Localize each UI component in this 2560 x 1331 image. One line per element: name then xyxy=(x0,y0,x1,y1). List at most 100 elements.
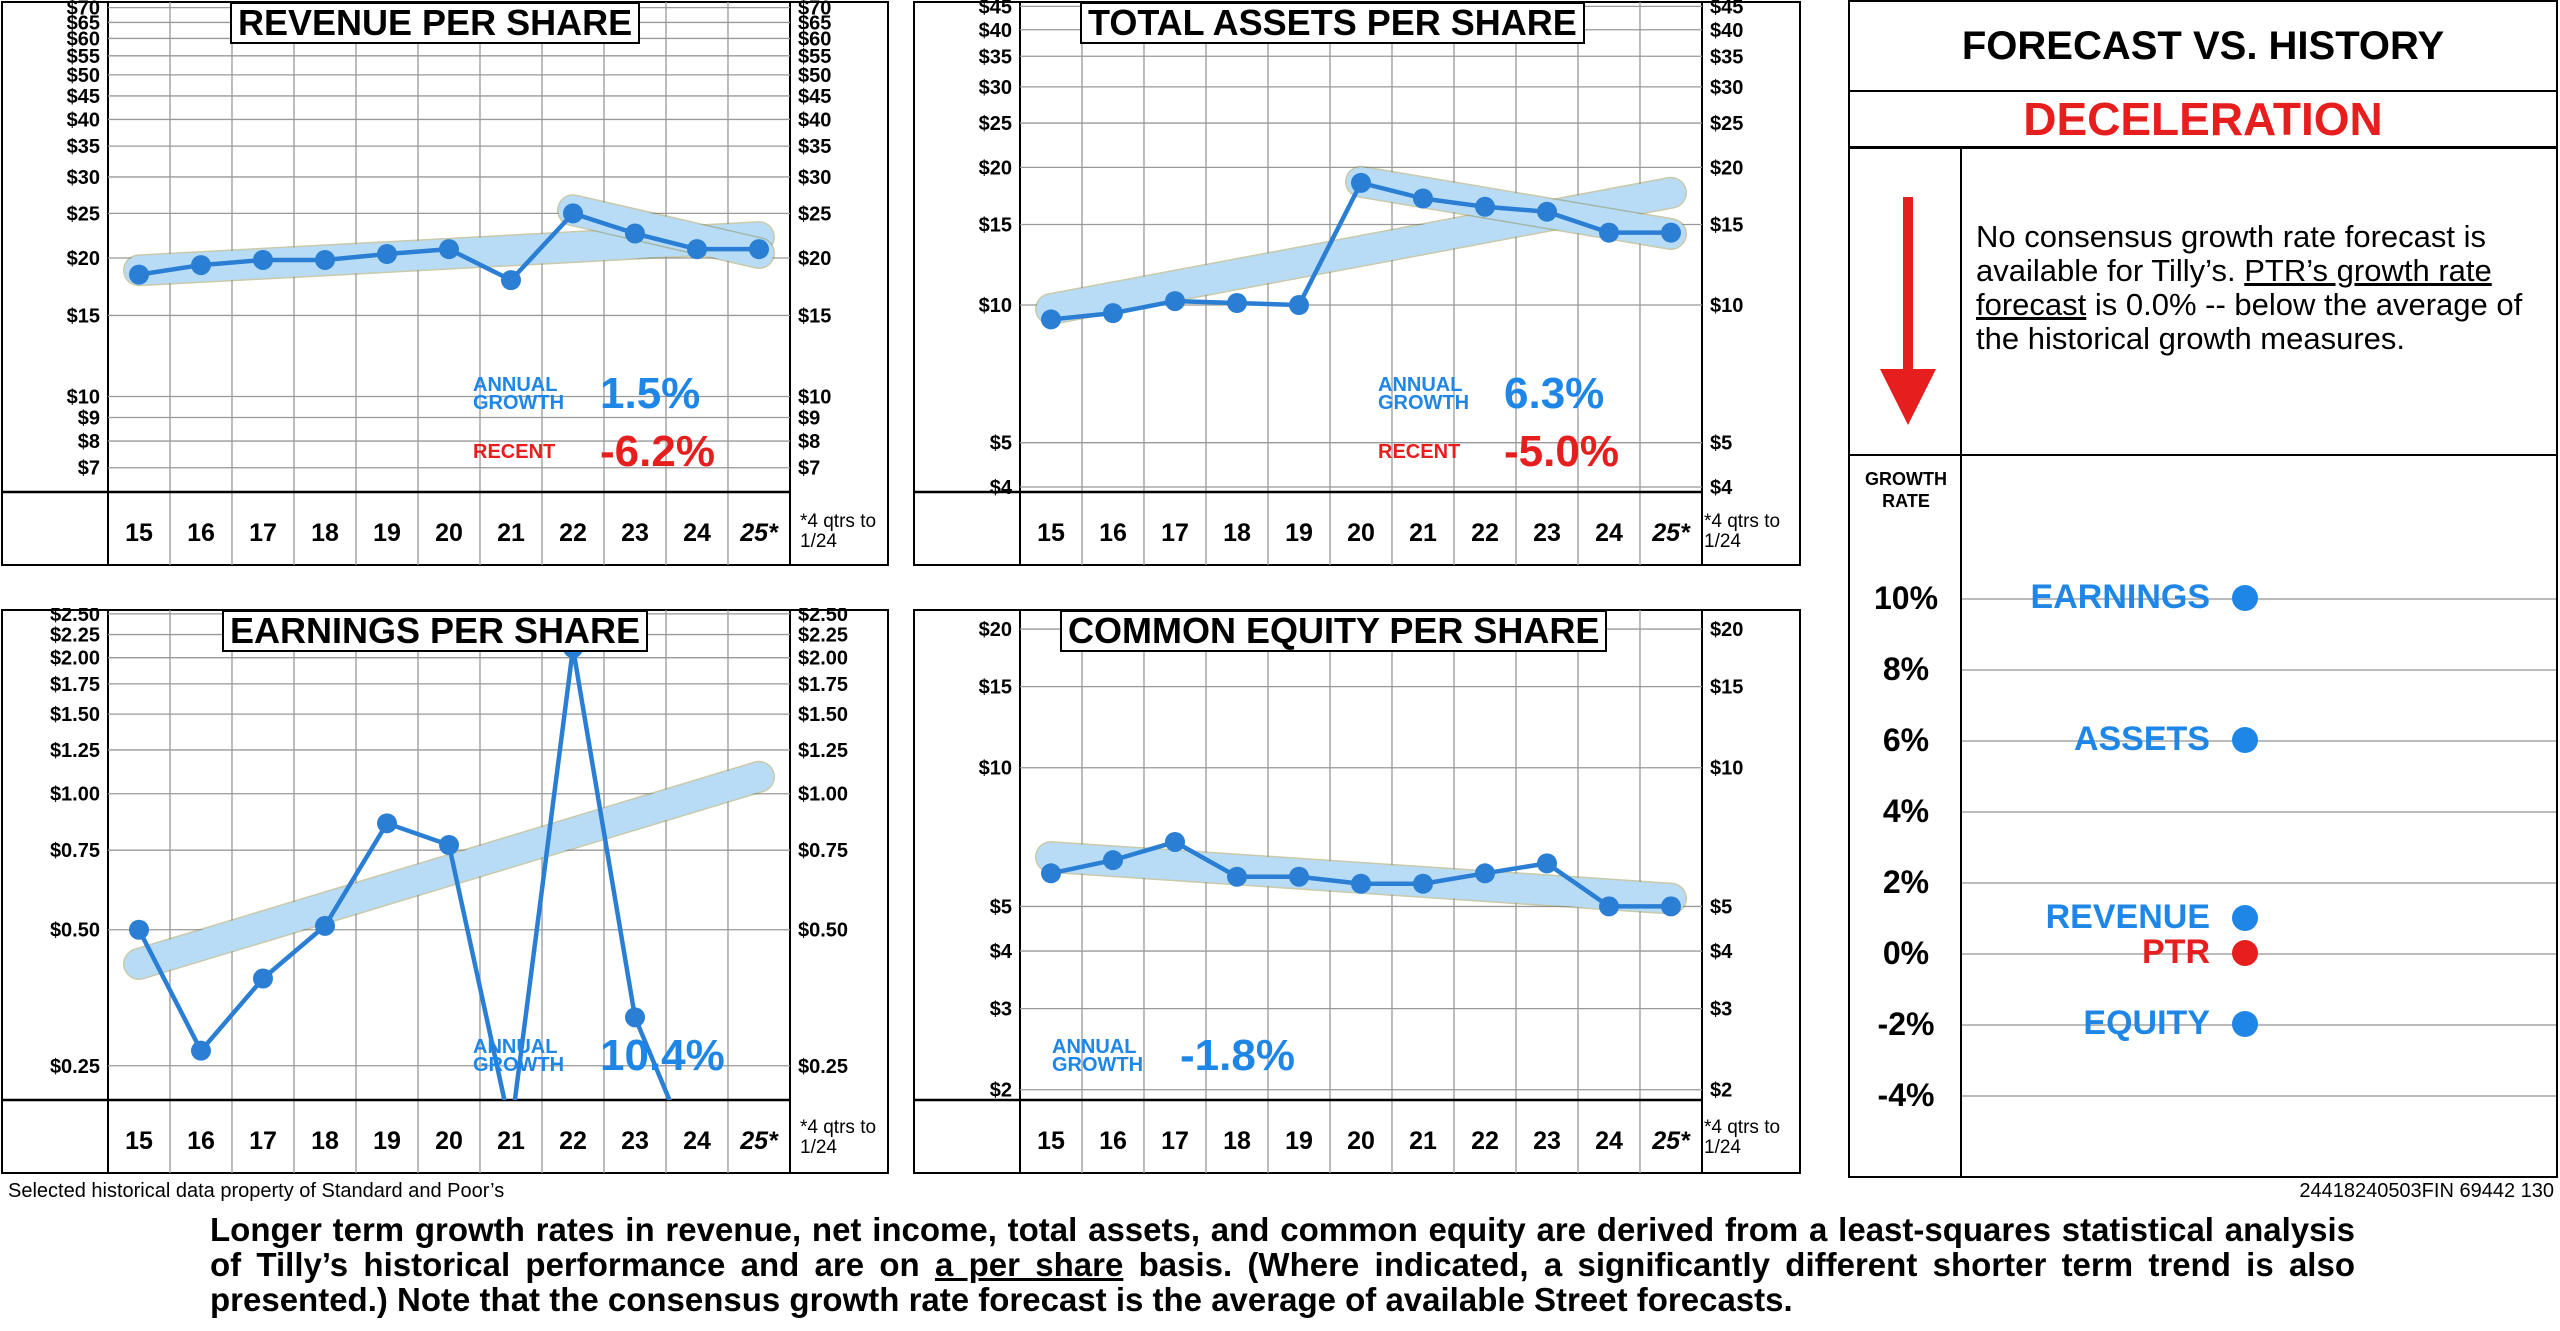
x-tick-label: 17 xyxy=(1161,519,1189,547)
data-point xyxy=(625,223,645,244)
data-point xyxy=(315,915,335,936)
source-note: Selected historical data property of Sta… xyxy=(8,1180,505,1202)
y-tick-label-left: $2.25 xyxy=(50,625,100,647)
x-tick-label: 18 xyxy=(311,519,339,547)
x-tick-label: 22 xyxy=(1471,519,1499,547)
x-tick-label: 22 xyxy=(1471,1127,1499,1155)
y-tick-label-right: $65 xyxy=(798,12,831,34)
x-tick-label: 23 xyxy=(621,1127,649,1155)
y-tick-label-right: $60 xyxy=(798,28,831,50)
data-point xyxy=(1475,863,1495,884)
y-tick-label-right: $20 xyxy=(798,248,831,270)
y-tick-label-right: $55 xyxy=(798,46,831,68)
x-tick-label: 22 xyxy=(559,519,587,547)
data-point xyxy=(1413,188,1433,209)
growth-tick-label: 8% xyxy=(1882,651,1930,687)
y-tick-label-left: $0.75 xyxy=(50,840,100,862)
growth-tick-label: 6% xyxy=(1882,722,1930,758)
recent-value: -6.2% xyxy=(600,427,715,476)
data-point xyxy=(1041,309,1061,330)
x-tick-label: 21 xyxy=(497,519,525,547)
chart-title: TOTAL ASSETS PER SHARE xyxy=(1080,2,1585,44)
y-tick-label-right: $70 xyxy=(798,0,831,20)
y-tick-label-left: $3 xyxy=(990,999,1012,1021)
x-tick-label: 18 xyxy=(1223,1127,1251,1155)
forecast-panel: FORECAST VS. HISTORY DECELERATION No con… xyxy=(1848,0,2558,1178)
data-point xyxy=(687,239,707,260)
data-point xyxy=(749,239,769,260)
y-tick-label-left: $2 xyxy=(990,1080,1012,1102)
x-tick-label: 16 xyxy=(187,1127,215,1155)
recent-value: -5.0% xyxy=(1504,427,1619,476)
assets-plot: $4 $4 $5 $5 $10 $10 $15 $15 $20 $20 $25 $25 $30 $30 $3… xyxy=(913,0,1801,566)
series-line xyxy=(136,645,672,1100)
y-tick-label-right: $30 xyxy=(1710,77,1743,99)
growth-point xyxy=(2232,727,2258,753)
y-tick-label-left: $45 xyxy=(67,86,100,108)
data-point xyxy=(1041,863,1061,884)
y-tick-label-right: $20 xyxy=(1710,157,1743,179)
y-tick-label-left: $0.50 xyxy=(50,920,100,942)
data-point xyxy=(1165,291,1185,312)
y-tick-label-right: $45 xyxy=(798,86,831,108)
x-tick-label: 23 xyxy=(1533,1127,1561,1155)
annual-growth-label: ANNUAL GROWTH xyxy=(473,1036,565,1076)
x-tick-label: 25* xyxy=(739,1127,779,1155)
y-tick-label-right: $40 xyxy=(798,109,831,131)
y-tick-label-right: $15 xyxy=(798,305,831,327)
x-tick-label: 20 xyxy=(1347,519,1375,547)
x-tick-label: 23 xyxy=(621,519,649,547)
y-tick-label-right: $2 xyxy=(1710,1080,1732,1102)
y-tick-label-left: $4 xyxy=(990,477,1013,499)
y-tick-label-left: $25 xyxy=(67,203,100,225)
y-tick-label-left: $45 xyxy=(979,0,1012,18)
x-tick-label: 17 xyxy=(249,1127,277,1155)
data-point xyxy=(315,249,335,270)
y-tick-label-left: $1.25 xyxy=(50,740,100,762)
data-point xyxy=(191,255,211,276)
recent-label: RECENT xyxy=(473,441,556,463)
data-point xyxy=(1413,873,1433,894)
growth-tick-label: 4% xyxy=(1882,793,1930,829)
y-tick-label-right: $45 xyxy=(1710,0,1743,18)
forecast-verdict: DECELERATION xyxy=(1850,92,2556,149)
x-tick-label: 24 xyxy=(1595,519,1623,547)
y-tick-label-right: $10 xyxy=(798,386,831,408)
growth-gridline xyxy=(1962,1024,2556,1026)
y-tick-label-right: $40 xyxy=(1710,20,1743,42)
y-tick-label-right: $9 xyxy=(798,408,820,430)
y-tick-label-right: $0.75 xyxy=(798,840,848,862)
forecast-text-1: No consensus growth rate forecast is ava… xyxy=(1976,219,2487,288)
data-point xyxy=(1599,896,1619,917)
down-arrow-icon xyxy=(1880,197,1936,425)
x-tick-label: 21 xyxy=(497,1127,525,1155)
x-tick-label: 19 xyxy=(373,1127,401,1155)
annual-growth-value: -1.8% xyxy=(1180,1031,1295,1080)
data-point xyxy=(377,244,397,265)
revenue-plot: $7 $7$8 $8$9 $9$10 $10$15 $15$20 $20$25 $25$30 $… xyxy=(1,0,889,566)
x-tick-label: 16 xyxy=(1099,519,1127,547)
x-tick-label: 20 xyxy=(435,1127,463,1155)
y-tick-label-left: $55 xyxy=(67,46,100,68)
y-tick-label-right: $1.75 xyxy=(798,674,848,696)
y-tick-label-left: $1.75 xyxy=(50,674,100,696)
y-tick-label-right: $20 xyxy=(1710,619,1743,641)
data-point xyxy=(1351,172,1371,193)
y-tick-label-right: $0.25 xyxy=(798,1056,848,1078)
data-point xyxy=(1661,222,1681,243)
y-tick-label-right: $25 xyxy=(1710,113,1743,135)
y-tick-label-right: $1.00 xyxy=(798,784,848,806)
data-point xyxy=(1227,866,1247,887)
y-tick-label-left: $50 xyxy=(67,65,100,87)
y-tick-label-left: $10 xyxy=(67,386,100,408)
period-note: *4 qtrs to 1/24 xyxy=(800,511,877,552)
y-tick-label-left: $35 xyxy=(67,136,100,158)
y-tick-label-left: $5 xyxy=(990,433,1012,455)
y-tick-label-left: $40 xyxy=(67,109,100,131)
equity-chart: $2 $2 $3 $3 $4 $4 $5 $5 $10 $10 $15 $15 $20 $20 15 16 17… xyxy=(912,608,1812,1183)
trend-band xyxy=(124,762,774,979)
x-tick-label: 24 xyxy=(1595,1127,1623,1155)
y-tick-label-left: $30 xyxy=(67,167,100,189)
y-tick-label-left: $35 xyxy=(979,46,1012,68)
y-tick-label-left: $65 xyxy=(67,12,100,34)
